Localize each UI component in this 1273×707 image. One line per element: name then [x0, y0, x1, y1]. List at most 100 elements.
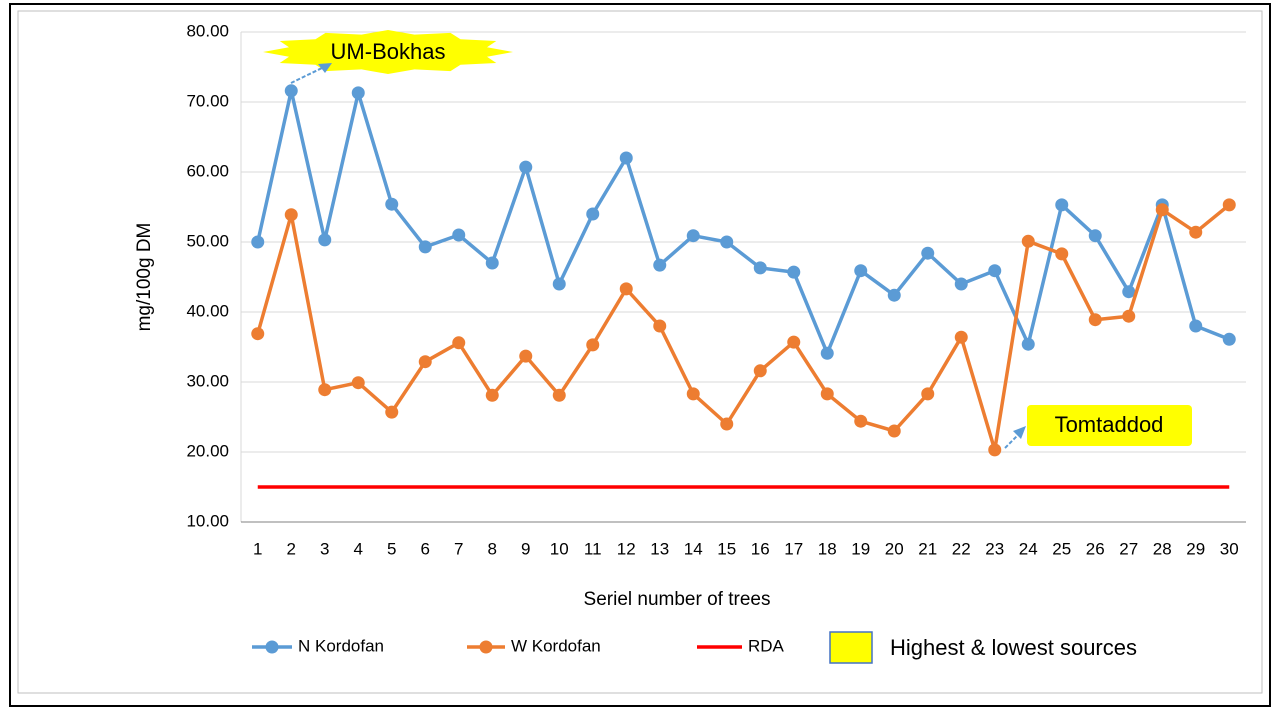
- x-tick-label: 18: [818, 539, 837, 558]
- data-point: [820, 346, 834, 360]
- y-tick-label: 20.00: [186, 441, 229, 460]
- data-point: [284, 208, 298, 222]
- data-point: [686, 387, 700, 401]
- x-tick-label: 6: [421, 539, 430, 558]
- data-point: [1088, 313, 1102, 327]
- data-point: [1021, 337, 1035, 351]
- data-point: [1088, 229, 1102, 243]
- data-point: [519, 160, 533, 174]
- data-point: [351, 376, 365, 390]
- data-point: [586, 338, 600, 352]
- data-point: [954, 277, 968, 291]
- data-point: [251, 327, 265, 341]
- x-tick-label: 16: [751, 539, 770, 558]
- x-tick-label: 4: [354, 539, 363, 558]
- x-tick-label: 27: [1119, 539, 1138, 558]
- x-tick-label: 12: [617, 539, 636, 558]
- x-tick-label: 28: [1153, 539, 1172, 558]
- data-point: [519, 349, 533, 363]
- x-tick-label: 7: [454, 539, 463, 558]
- data-point: [351, 86, 365, 100]
- data-point: [452, 228, 466, 242]
- data-point: [787, 335, 801, 349]
- data-point: [820, 387, 834, 401]
- data-point: [1055, 247, 1069, 261]
- outer-frame: [9, 3, 1271, 707]
- data-point: [552, 277, 566, 291]
- data-point: [753, 261, 767, 275]
- legend-label: RDA: [748, 636, 785, 655]
- data-point: [619, 151, 633, 165]
- y-tick-label: 40.00: [186, 301, 229, 320]
- data-point: [485, 256, 499, 270]
- y-tick-label: 30.00: [186, 371, 229, 390]
- legend-label: N Kordofan: [298, 636, 384, 655]
- x-tick-label: 13: [650, 539, 669, 558]
- x-tick-label: 24: [1019, 539, 1038, 558]
- data-point: [686, 229, 700, 243]
- data-point: [284, 84, 298, 98]
- x-tick-label: 26: [1086, 539, 1105, 558]
- x-tick-label: 5: [387, 539, 396, 558]
- data-point: [921, 387, 935, 401]
- x-tick-label: 20: [885, 539, 904, 558]
- data-point: [251, 235, 265, 249]
- x-tick-label: 25: [1052, 539, 1071, 558]
- data-point: [921, 246, 935, 260]
- annotation: Tomtaddod: [1055, 412, 1164, 437]
- x-tick-label: 14: [684, 539, 703, 558]
- y-tick-label: 50.00: [186, 231, 229, 250]
- legend-marker: [479, 640, 493, 654]
- data-point: [787, 265, 801, 279]
- y-tick-label: 60.00: [186, 161, 229, 180]
- plot-area: 10.00 20.00 30.00 40.00 50.00 60.00 70.00 80.00…: [186, 21, 1246, 558]
- x-axis-title: Seriel number of trees: [584, 589, 771, 610]
- x-tick-label: 17: [784, 539, 803, 558]
- x-tick-label: 2: [287, 539, 296, 558]
- data-point: [887, 288, 901, 302]
- x-tick-label: 22: [952, 539, 971, 558]
- data-point: [653, 319, 667, 333]
- annotation-box: [1027, 405, 1192, 446]
- data-point: [854, 264, 868, 278]
- y-tick-label: 70.00: [186, 91, 229, 110]
- data-point: [753, 364, 767, 378]
- data-point: [1021, 234, 1035, 248]
- x-tick-label: 1: [253, 539, 262, 558]
- data-point: [418, 240, 432, 254]
- annotation-arrowhead: [318, 63, 332, 73]
- data-point: [720, 235, 734, 249]
- y-tick-label: 10.00: [186, 511, 229, 530]
- x-tick-label: 11: [584, 539, 602, 558]
- data-point: [988, 443, 1002, 457]
- annotation-arrow: [290, 67, 323, 84]
- data-point: [954, 330, 968, 344]
- legend-marker: [265, 640, 279, 654]
- annotation-burst: [263, 30, 513, 74]
- data-point: [1122, 285, 1136, 299]
- data-point: [1055, 198, 1069, 212]
- data-point: [418, 355, 432, 369]
- data-point: [318, 233, 332, 247]
- data-point: [1189, 225, 1203, 239]
- x-tick-label: 9: [521, 539, 530, 558]
- data-point: [1222, 198, 1236, 212]
- x-tick-label: 19: [851, 539, 870, 558]
- data-point: [385, 197, 399, 211]
- data-point: [1189, 319, 1203, 333]
- data-point: [854, 414, 868, 428]
- x-tick-label: 21: [918, 539, 937, 558]
- x-tick-label: 29: [1186, 539, 1205, 558]
- data-point: [1155, 203, 1169, 217]
- series-line: [256, 89, 1230, 356]
- x-tick-label: 8: [488, 539, 497, 558]
- data-point: [452, 336, 466, 350]
- data-point: [385, 405, 399, 419]
- data-point: [1122, 309, 1136, 323]
- y-axis-title: mg/100g DM: [134, 223, 155, 332]
- annotation-arrow: [1004, 432, 1021, 449]
- x-tick-label: 23: [985, 539, 1004, 558]
- data-point: [552, 388, 566, 402]
